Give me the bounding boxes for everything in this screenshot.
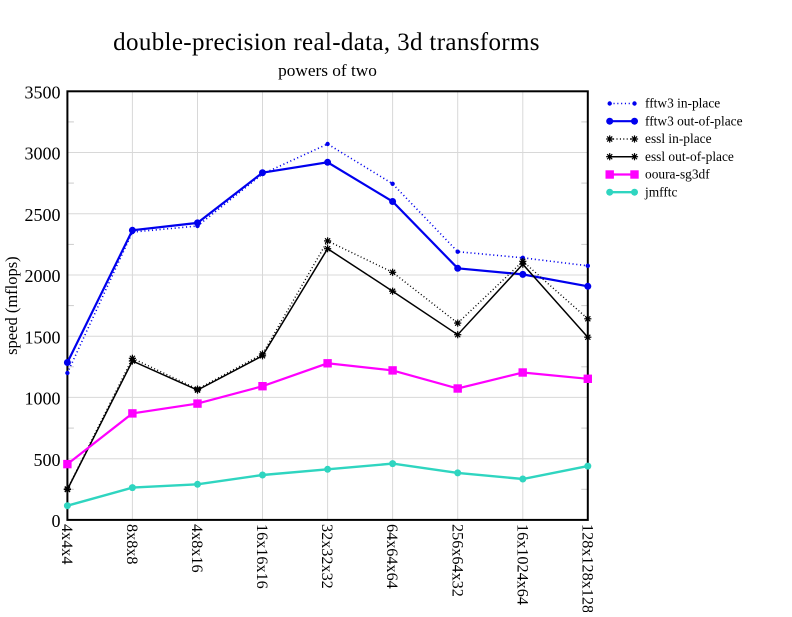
svg-text:128x128x128: 128x128x128	[578, 524, 596, 612]
svg-text:3000: 3000	[25, 144, 61, 164]
svg-text:2000: 2000	[25, 266, 61, 286]
svg-text:jmfftc: jmfftc	[644, 184, 678, 199]
svg-text:4x4x4: 4x4x4	[58, 524, 76, 564]
svg-text:64x64x64: 64x64x64	[383, 524, 401, 589]
svg-text:32x32x32: 32x32x32	[318, 524, 336, 589]
svg-text:speed (mflops): speed (mflops)	[2, 256, 21, 355]
svg-text:0: 0	[52, 511, 61, 531]
svg-text:essl in-place: essl in-place	[645, 131, 712, 146]
svg-text:256x64x32: 256x64x32	[448, 524, 466, 597]
svg-text:4x8x16: 4x8x16	[188, 524, 206, 573]
svg-text:8x8x8: 8x8x8	[123, 524, 141, 564]
svg-text:essl out-of-place: essl out-of-place	[645, 149, 734, 164]
svg-text:fftw3 out-of-place: fftw3 out-of-place	[645, 113, 743, 128]
svg-text:1500: 1500	[25, 327, 61, 347]
svg-text:powers of two: powers of two	[278, 61, 377, 80]
svg-text:2500: 2500	[25, 205, 61, 225]
svg-text:16x16x16: 16x16x16	[253, 524, 271, 589]
svg-text:16x1024x64: 16x1024x64	[513, 524, 531, 605]
svg-text:500: 500	[34, 450, 61, 470]
svg-text:fftw3 in-place: fftw3 in-place	[645, 96, 720, 111]
svg-text:ooura-sg3df: ooura-sg3df	[645, 167, 710, 182]
svg-text:3500: 3500	[25, 83, 61, 103]
svg-text:1000: 1000	[25, 389, 61, 409]
svg-text:double-precision real-data, 3d: double-precision real-data, 3d transform…	[113, 29, 540, 56]
